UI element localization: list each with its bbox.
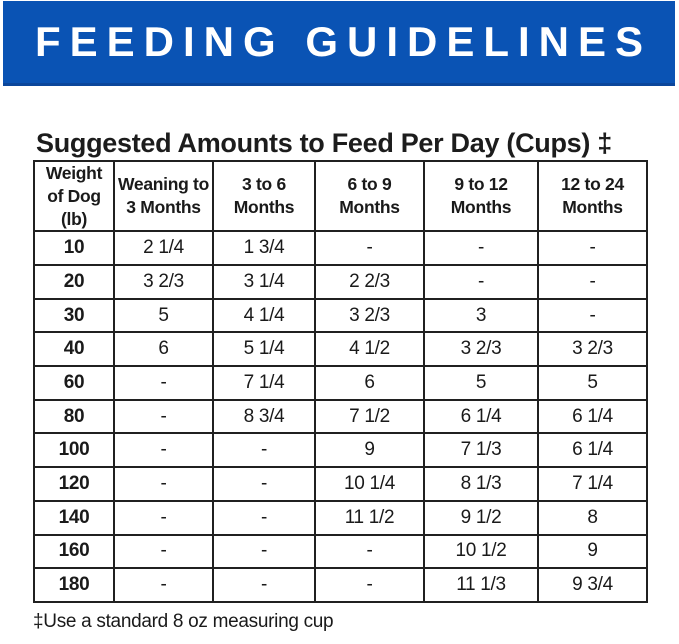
banner-title: FEEDING GUIDELINES xyxy=(34,18,653,65)
amount-cell: 6 1/4 xyxy=(537,398,648,435)
amount-cell: - xyxy=(423,230,539,266)
amount-cell: - xyxy=(113,533,214,570)
amount-cell: 3 2/3 xyxy=(113,263,214,300)
amount-cell: 5 1/4 xyxy=(212,331,316,368)
weight-cell: 60 xyxy=(33,365,115,401)
amount-cell: - xyxy=(537,297,648,334)
weight-cell: 10 xyxy=(33,230,115,266)
amount-cell: 7 1/4 xyxy=(537,466,648,502)
column-header-9-12mo: 9 to 12 Months xyxy=(423,159,539,233)
amount-cell: 10 1/4 xyxy=(314,466,425,502)
amount-cell: 9 3/4 xyxy=(537,567,648,603)
weight-cell: 140 xyxy=(33,499,115,536)
amount-cell: 7 1/4 xyxy=(212,365,316,401)
amount-cell: 3 xyxy=(423,297,539,334)
amount-cell: - xyxy=(314,230,425,266)
amount-cell: 11 1/3 xyxy=(423,567,539,603)
amount-cell: - xyxy=(212,466,316,502)
weight-cell: 120 xyxy=(33,466,115,502)
amount-cell: 2 1/4 xyxy=(113,230,214,266)
weight-cell: 40 xyxy=(33,331,115,368)
weight-cell: 100 xyxy=(33,432,115,469)
amount-cell: 6 xyxy=(113,331,214,368)
amount-cell: 10 1/2 xyxy=(423,533,539,570)
amount-cell: - xyxy=(212,533,316,570)
header-banner: FEEDING GUIDELINES xyxy=(3,1,675,86)
amount-cell: 3 2/3 xyxy=(537,331,648,368)
amount-cell: 11 1/2 xyxy=(314,499,425,536)
amount-cell: 5 xyxy=(113,297,214,334)
feeding-amounts-table: Weight of Dog (lb) Weaning to 3 Months 3… xyxy=(33,159,648,603)
amount-cell: - xyxy=(113,365,214,401)
amount-cell: - xyxy=(537,230,648,266)
page-title: Suggested Amounts to Feed Per Day (Cups)… xyxy=(36,128,612,159)
table-row: 80-8 3/4 7 1/2 6 1/4 6 1/4 xyxy=(33,398,648,435)
amount-cell: 7 1/2 xyxy=(314,398,425,435)
column-header-weaning-3mo: Weaning to 3 Months xyxy=(113,159,214,233)
table-row: 30 5 4 1/4 3 2/3 3- xyxy=(33,297,648,334)
amount-cell: 3 2/3 xyxy=(314,297,425,334)
amount-cell: 8 xyxy=(537,499,648,536)
amount-cell: 3 2/3 xyxy=(423,331,539,368)
amount-cell: - xyxy=(423,263,539,300)
amount-cell: - xyxy=(113,466,214,502)
weight-cell: 20 xyxy=(33,263,115,300)
amount-cell: 9 xyxy=(537,533,648,570)
weight-cell: 30 xyxy=(33,297,115,334)
amount-cell: - xyxy=(314,567,425,603)
amount-cell: 6 xyxy=(314,365,425,401)
amount-cell: - xyxy=(537,263,648,300)
weight-cell: 160 xyxy=(33,533,115,570)
amount-cell: - xyxy=(314,533,425,570)
footnote: ‡Use a standard 8 oz measuring cup xyxy=(33,611,334,632)
table-row: 140- -11 1/2 9 1/2 8 xyxy=(33,499,648,536)
table-row: 160- - -10 1/2 9 xyxy=(33,533,648,570)
amount-cell: - xyxy=(113,398,214,435)
table-body: 10 2 1/4 1 3/4- - -20 3 2/3 3 1/4 2 2/3- -30 5 4 1… xyxy=(33,230,648,603)
weight-cell: 180 xyxy=(33,567,115,603)
amount-cell: - xyxy=(212,567,316,603)
weight-cell: 80 xyxy=(33,398,115,435)
table-row: 40 6 5 1/4 4 1/2 3 2/3 3 2/3 xyxy=(33,331,648,368)
table-row: 180- - -11 1/3 9 3/4 xyxy=(33,567,648,603)
amount-cell: 5 xyxy=(537,365,648,401)
amount-cell: 8 1/3 xyxy=(423,466,539,502)
amount-cell: 6 1/4 xyxy=(537,432,648,469)
amount-cell: - xyxy=(113,499,214,536)
table-row: 100- -9 7 1/3 6 1/4 xyxy=(33,432,648,469)
table-header-row: Weight of Dog (lb) Weaning to 3 Months 3… xyxy=(33,159,648,233)
column-header-6-9mo: 6 to 9 Months xyxy=(314,159,425,233)
amount-cell: 9 xyxy=(314,432,425,469)
amount-cell: 3 1/4 xyxy=(212,263,316,300)
amount-cell: - xyxy=(212,499,316,536)
amount-cell: 6 1/4 xyxy=(423,398,539,435)
amount-cell: - xyxy=(113,432,214,469)
amount-cell: - xyxy=(113,567,214,603)
table-row: 120- -10 1/4 8 1/3 7 1/4 xyxy=(33,466,648,502)
amount-cell: 4 1/4 xyxy=(212,297,316,334)
table-row: 20 3 2/3 3 1/4 2 2/3- - xyxy=(33,263,648,300)
table-row: 10 2 1/4 1 3/4- - - xyxy=(33,230,648,266)
column-header-weight: Weight of Dog (lb) xyxy=(33,159,115,233)
column-header-12-24mo: 12 to 24 Months xyxy=(537,159,648,233)
amount-cell: 5 xyxy=(423,365,539,401)
amount-cell: 4 1/2 xyxy=(314,331,425,368)
amount-cell: 8 3/4 xyxy=(212,398,316,435)
column-header-3-6mo: 3 to 6 Months xyxy=(212,159,316,233)
amount-cell: 9 1/2 xyxy=(423,499,539,536)
amount-cell: 1 3/4 xyxy=(212,230,316,266)
amount-cell: 7 1/3 xyxy=(423,432,539,469)
amount-cell: 2 2/3 xyxy=(314,263,425,300)
amount-cell: - xyxy=(212,432,316,469)
table-row: 60-7 1/4 6 5 5 xyxy=(33,365,648,401)
